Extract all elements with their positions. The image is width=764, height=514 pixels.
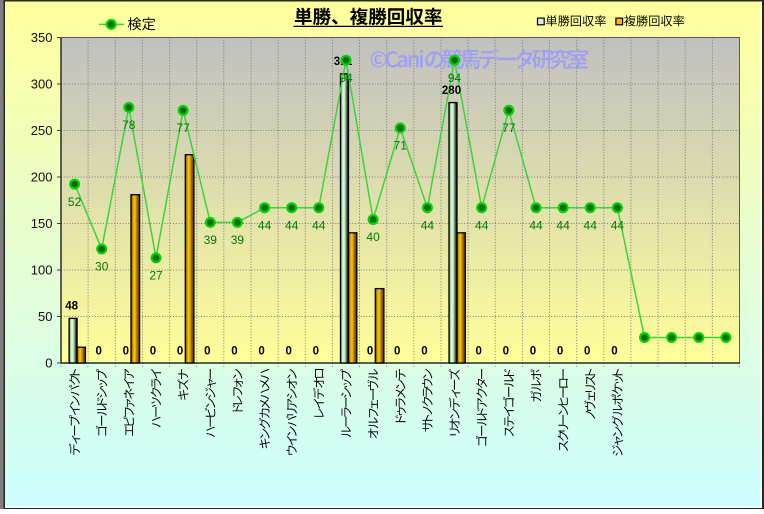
svg-text:0: 0 <box>95 345 101 357</box>
svg-text:44: 44 <box>611 218 625 232</box>
svg-text:27: 27 <box>149 269 163 283</box>
svg-text:0: 0 <box>611 345 617 357</box>
svg-text:280: 280 <box>442 85 461 97</box>
svg-text:0: 0 <box>45 355 52 370</box>
svg-text:0: 0 <box>177 345 183 357</box>
svg-text:0: 0 <box>313 345 319 357</box>
svg-text:44: 44 <box>584 218 598 232</box>
svg-text:0: 0 <box>285 345 291 357</box>
svg-text:0: 0 <box>204 345 210 357</box>
svg-text:0: 0 <box>123 345 129 357</box>
svg-text:44: 44 <box>475 218 489 232</box>
svg-text:0: 0 <box>150 345 156 357</box>
svg-text:0: 0 <box>530 345 536 357</box>
svg-text:44: 44 <box>258 218 272 232</box>
svg-text:0: 0 <box>557 345 563 357</box>
svg-text:0: 0 <box>421 345 427 357</box>
svg-text:71: 71 <box>394 139 408 153</box>
svg-text:0: 0 <box>258 345 264 357</box>
svg-text:0: 0 <box>503 345 509 357</box>
svg-text:44: 44 <box>285 218 299 232</box>
svg-text:350: 350 <box>31 30 53 45</box>
svg-text:48: 48 <box>65 301 78 313</box>
svg-text:94: 94 <box>448 71 462 85</box>
svg-text:0: 0 <box>367 345 373 357</box>
svg-text:200: 200 <box>31 169 53 184</box>
svg-text:78: 78 <box>122 118 136 132</box>
svg-text:94: 94 <box>339 71 353 85</box>
svg-text:39: 39 <box>231 233 245 247</box>
svg-text:250: 250 <box>31 123 53 138</box>
svg-text:300: 300 <box>31 76 53 91</box>
svg-text:30: 30 <box>95 260 109 274</box>
svg-text:44: 44 <box>556 218 570 232</box>
svg-text:0: 0 <box>584 345 590 357</box>
svg-text:44: 44 <box>312 218 326 232</box>
svg-text:100: 100 <box>31 262 53 277</box>
svg-text:52: 52 <box>68 195 82 209</box>
svg-text:44: 44 <box>529 218 543 232</box>
svg-text:150: 150 <box>31 216 53 231</box>
svg-text:0: 0 <box>231 345 237 357</box>
svg-text:40: 40 <box>366 230 380 244</box>
svg-text:44: 44 <box>421 218 435 232</box>
svg-text:0: 0 <box>475 345 481 357</box>
svg-text:50: 50 <box>38 309 52 324</box>
svg-text:77: 77 <box>502 121 516 135</box>
svg-text:39: 39 <box>204 233 218 247</box>
svg-text:0: 0 <box>394 345 400 357</box>
svg-text:77: 77 <box>176 121 190 135</box>
